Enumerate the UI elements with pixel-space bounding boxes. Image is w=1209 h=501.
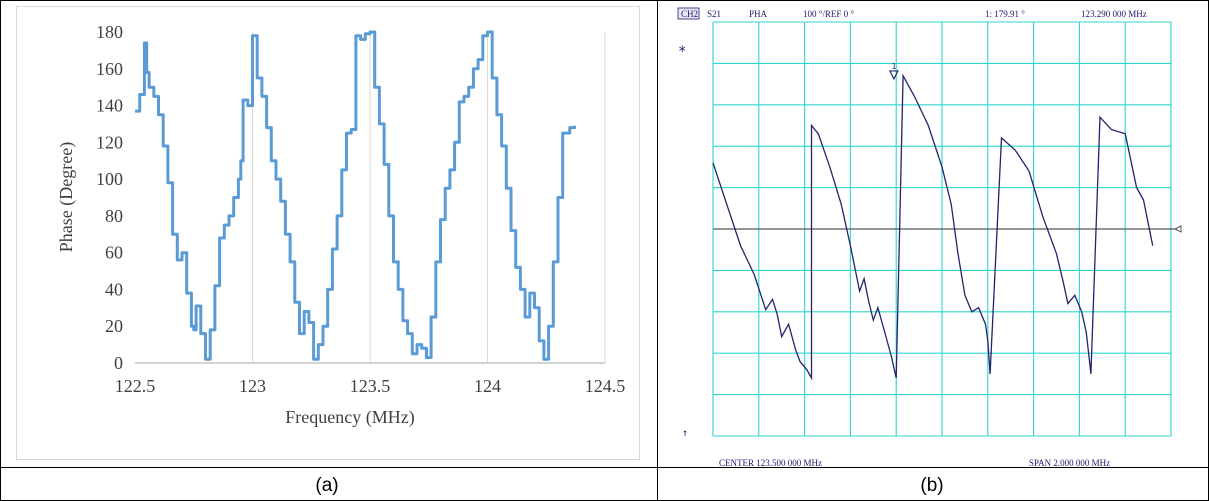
param-label: S21 [707, 9, 721, 19]
y-tick-label: 80 [105, 206, 123, 226]
marker-1-triangle-icon [888, 70, 899, 81]
y-tick-label: 40 [105, 279, 123, 299]
x-tick-label: 123 [239, 376, 266, 396]
channel-box [677, 7, 700, 20]
y-tick-label: 120 [96, 132, 123, 152]
x-tick-labels: 122.5 123 123.5 124 124.5 [115, 376, 626, 396]
caption-b: (b) [920, 475, 943, 496]
y-tick-label: 60 [105, 243, 123, 263]
x-axis-label: Frequency (MHz) [285, 407, 414, 428]
arrow-indicator: ↑ [682, 428, 688, 439]
reference-marker-icon [1173, 225, 1182, 233]
scale-label: 100 °/REF 0 ° [803, 9, 854, 19]
y-tick-label: 140 [96, 96, 123, 116]
center-frequency: CENTER 123.500 000 MHz [719, 458, 822, 468]
x-tick-label: 124.5 [585, 376, 626, 396]
x-tick-label: 122.5 [115, 376, 156, 396]
y-tick-label: 0 [114, 353, 123, 373]
star-indicator: * [678, 44, 686, 60]
y-tick-label: 160 [96, 59, 123, 79]
caption-a: (a) [315, 475, 338, 496]
x-tick-label: 123.5 [350, 376, 391, 396]
y-tick-label: 20 [105, 316, 123, 336]
panel-b-analyzer-screen: CH2 S21 PHA 100 °/REF 0 ° 1: 179.91 ° 12… [677, 7, 1182, 468]
marker-1-label: 1 [891, 62, 896, 71]
y-tick-labels: 0 20 40 60 80 100 120 140 160 180 [96, 22, 123, 373]
phase-series-line [135, 30, 576, 361]
y-axis-label: Phase (Degree) [56, 142, 77, 252]
y-tick-label: 180 [96, 22, 123, 42]
y-tick-label: 100 [96, 169, 123, 189]
marker-readout: 1: 179.91 ° [985, 9, 1025, 19]
phase-trace [712, 73, 1154, 381]
span-frequency: SPAN 2.000 000 MHz [1029, 458, 1110, 468]
chart-area-border [16, 6, 640, 460]
format-label: PHA [749, 9, 768, 19]
x-tick-label: 124 [474, 376, 501, 396]
channel-label: CH2 [681, 9, 698, 19]
marker-frequency: 123.290 000 MHz [1081, 9, 1147, 19]
